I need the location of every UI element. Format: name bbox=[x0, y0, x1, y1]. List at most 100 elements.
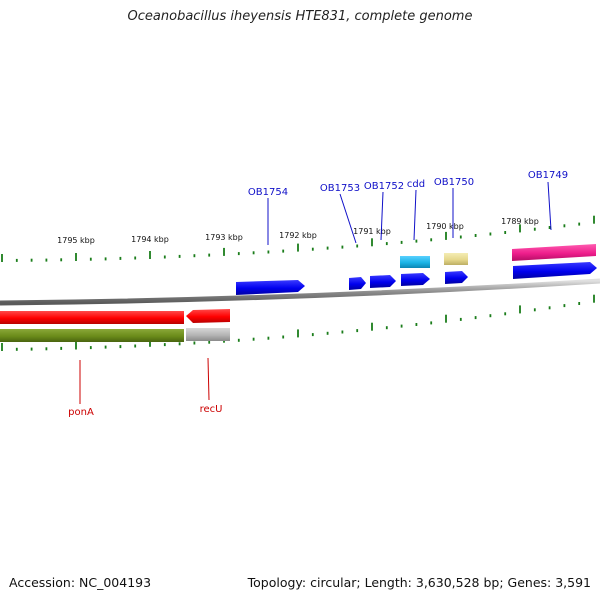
minor-tick bbox=[578, 222, 581, 226]
minor-tick bbox=[89, 257, 92, 261]
minor-tick bbox=[45, 258, 48, 262]
minor-tick bbox=[459, 235, 462, 239]
minor-tick bbox=[208, 340, 211, 344]
minor-tick bbox=[578, 302, 581, 305]
topology-text: Topology: circular; Length: 3,630,528 bp… bbox=[247, 575, 591, 590]
minor-tick bbox=[385, 242, 388, 246]
minor-tick bbox=[89, 346, 92, 350]
scale-labels: 1795 kbp 1794 kbp 1793 kbp 1792 kbp 1791… bbox=[57, 217, 539, 245]
leader-recU bbox=[207, 357, 210, 401]
feature-box-cdd[interactable] bbox=[400, 256, 430, 268]
minor-tick bbox=[60, 346, 63, 350]
minor-tick bbox=[208, 253, 211, 257]
minor-tick bbox=[104, 345, 107, 349]
major-tick bbox=[149, 338, 151, 347]
minor-tick bbox=[400, 324, 403, 328]
minor-tick bbox=[459, 317, 462, 321]
minor-tick bbox=[430, 238, 433, 242]
gene-label-cdd[interactable]: cdd bbox=[407, 179, 425, 190]
major-tick bbox=[297, 329, 299, 338]
upper-scale-ticks bbox=[1, 215, 595, 262]
scale-label: 1789 kbp bbox=[501, 217, 539, 226]
gene-arrow-ob1754[interactable] bbox=[236, 280, 305, 295]
minor-tick bbox=[252, 337, 255, 341]
minor-tick bbox=[104, 257, 107, 261]
scale-label: 1794 kbp bbox=[131, 235, 169, 244]
gene-label-ob1753[interactable]: OB1753 bbox=[320, 183, 360, 194]
leader-cdd bbox=[413, 189, 417, 241]
feature-box-ob1749[interactable] bbox=[512, 244, 596, 261]
reverse-strand-genes bbox=[0, 309, 230, 342]
feature-box-ob1750[interactable] bbox=[444, 253, 468, 265]
minor-tick bbox=[430, 321, 433, 325]
feature-box-recU[interactable] bbox=[186, 328, 230, 341]
major-tick bbox=[519, 305, 521, 314]
minor-tick bbox=[533, 308, 536, 312]
major-tick bbox=[149, 251, 151, 259]
gene-arrow-ponA[interactable] bbox=[0, 311, 184, 324]
leader-ob1749 bbox=[547, 181, 552, 231]
gene-arrow-recU[interactable] bbox=[186, 309, 230, 323]
minor-tick bbox=[267, 250, 270, 254]
minor-tick bbox=[119, 345, 122, 349]
minor-tick bbox=[237, 338, 240, 342]
gene-arrow-ob1752[interactable] bbox=[370, 275, 396, 288]
minor-tick bbox=[30, 347, 33, 351]
gene-label-ob1749[interactable]: OB1749 bbox=[528, 170, 568, 181]
minor-tick bbox=[193, 254, 196, 258]
minor-tick bbox=[504, 312, 507, 316]
gene-label-ob1750[interactable]: OB1750 bbox=[434, 177, 474, 188]
minor-tick bbox=[134, 344, 137, 348]
minor-tick bbox=[415, 323, 418, 326]
minor-tick bbox=[548, 226, 551, 229]
minor-tick bbox=[563, 304, 566, 308]
gene-label-ponA[interactable]: ponA bbox=[68, 407, 94, 418]
feature-box-ponA[interactable] bbox=[0, 329, 184, 342]
major-tick bbox=[371, 238, 373, 247]
minor-tick bbox=[163, 343, 166, 347]
minor-tick bbox=[134, 256, 137, 260]
leader-ob1752 bbox=[380, 191, 384, 241]
gene-label-ob1754[interactable]: OB1754 bbox=[248, 187, 288, 198]
major-tick bbox=[593, 215, 595, 224]
minor-tick bbox=[474, 316, 477, 320]
minor-tick bbox=[341, 245, 344, 249]
gene-arrow-ob1749[interactable] bbox=[513, 262, 597, 279]
major-tick bbox=[1, 343, 3, 351]
minor-tick bbox=[311, 247, 314, 251]
gene-label-ob1752[interactable]: OB1752 bbox=[364, 181, 404, 192]
major-tick bbox=[75, 253, 77, 261]
major-tick bbox=[445, 231, 447, 240]
minor-tick bbox=[356, 329, 359, 333]
minor-tick bbox=[400, 240, 403, 244]
gene-label-recU[interactable]: recU bbox=[200, 404, 223, 415]
minor-tick bbox=[489, 314, 492, 318]
minor-tick bbox=[548, 306, 551, 310]
minor-tick bbox=[504, 231, 507, 234]
scale-label: 1795 kbp bbox=[57, 236, 95, 245]
genome-backbone bbox=[0, 278, 600, 306]
forward-strand-genes bbox=[236, 262, 597, 295]
gene-arrow-ob1753[interactable] bbox=[349, 277, 366, 290]
minor-tick bbox=[178, 342, 181, 346]
scale-label: 1792 kbp bbox=[279, 231, 317, 240]
gene-arrow-cdd[interactable] bbox=[401, 273, 430, 286]
minor-tick bbox=[326, 331, 329, 335]
minor-tick bbox=[282, 335, 285, 339]
scale-label: 1790 kbp bbox=[426, 222, 464, 231]
minor-tick bbox=[474, 234, 477, 237]
minor-tick bbox=[15, 258, 18, 262]
major-tick bbox=[297, 243, 299, 252]
major-tick bbox=[223, 247, 225, 256]
minor-tick bbox=[193, 341, 196, 345]
gene-arrow-ob1750[interactable] bbox=[445, 271, 468, 284]
major-tick bbox=[593, 294, 595, 303]
accession-text: Accession: NC_004193 bbox=[9, 575, 152, 590]
major-tick bbox=[445, 314, 447, 323]
minor-tick bbox=[252, 251, 255, 255]
minor-tick bbox=[326, 246, 329, 250]
minor-tick bbox=[489, 232, 492, 236]
minor-tick bbox=[30, 258, 33, 262]
minor-tick bbox=[311, 333, 314, 337]
minor-tick bbox=[563, 224, 566, 228]
